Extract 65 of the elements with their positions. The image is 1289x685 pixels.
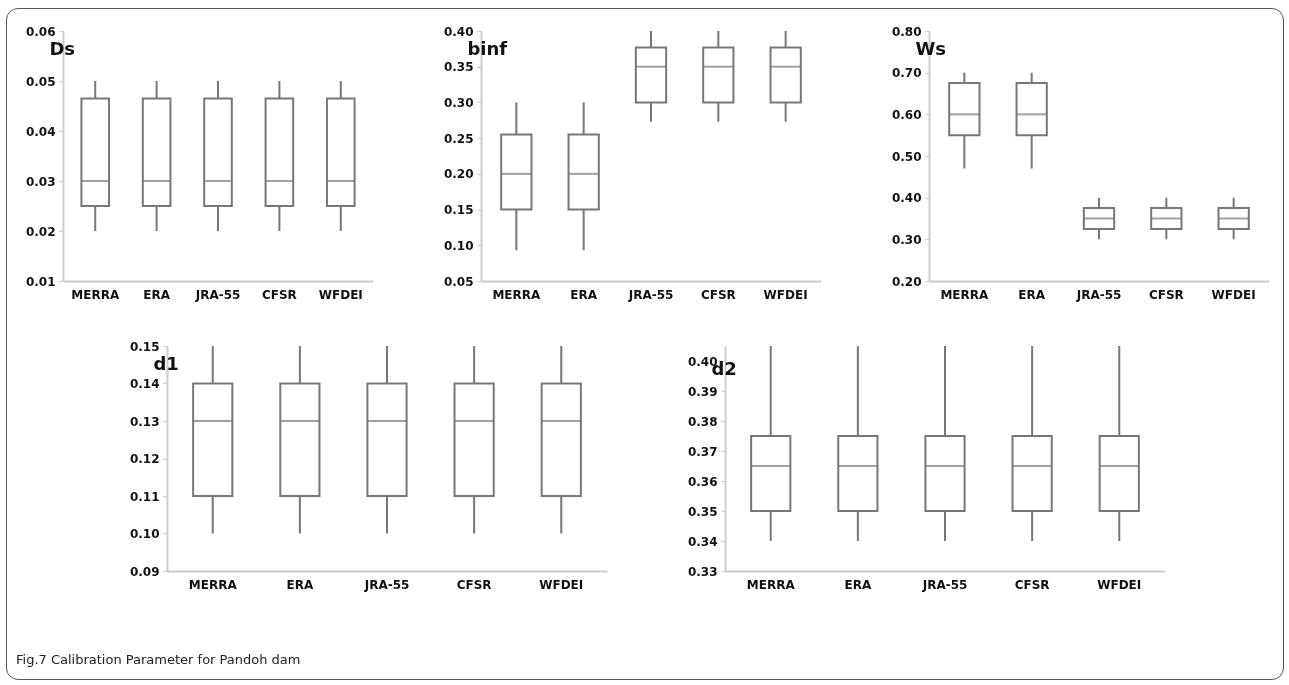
y-tick-label: 0.14 [129, 377, 160, 391]
y-tick-label: 0.40 [443, 24, 474, 39]
y-tick-label: 0.36 [687, 474, 718, 489]
chart-title: binf [467, 38, 508, 59]
y-tick-label: 0.38 [687, 414, 718, 429]
x-tick-label: WFDEI [539, 577, 584, 592]
y-tick-label: 0.35 [687, 504, 718, 519]
y-tick-label: 0.15 [129, 339, 160, 354]
y-tick-label: 0.13 [129, 414, 160, 429]
x-tick-label: JRA-55 [363, 577, 410, 592]
y-tick-label: 0.09 [129, 564, 160, 579]
x-tick-label: ERA [143, 287, 171, 302]
y-tick-label: 0.20 [891, 274, 922, 289]
y-tick-label: 0.02 [25, 224, 56, 239]
x-tick-label: CFSR [456, 577, 492, 592]
y-tick-label: 0.34 [687, 534, 718, 549]
y-tick-label: 0.05 [443, 274, 474, 289]
x-tick-label: MERRA [492, 287, 542, 302]
x-tick-label: JRA-55 [921, 577, 968, 592]
chart-title: d1 [153, 353, 179, 374]
y-tick-label: 0.50 [891, 149, 922, 164]
y-tick-label: 0.40 [891, 191, 922, 206]
x-tick-label: MERRA [940, 287, 990, 302]
y-tick-label: 0.10 [129, 527, 160, 541]
y-tick-label: 0.11 [129, 489, 160, 504]
y-tick-label: 0.60 [891, 107, 922, 122]
chart-title: Ds [49, 38, 76, 59]
y-tick-label: 0.06 [25, 24, 56, 39]
x-tick-label: CFSR [1148, 287, 1184, 302]
x-tick-label: ERA [570, 287, 598, 302]
y-tick-label: 0.04 [25, 124, 56, 139]
y-tick-label: 0.33 [687, 564, 718, 579]
y-tick-label: 0.15 [443, 203, 474, 218]
x-tick-label: CFSR [700, 287, 736, 302]
y-tick-label: 0.39 [687, 384, 718, 399]
y-tick-label: 0.25 [443, 131, 474, 146]
y-tick-label: 0.30 [443, 95, 474, 110]
y-tick-label: 0.05 [25, 74, 56, 89]
x-tick-label: MERRA [71, 287, 120, 302]
y-tick-label: 0.70 [891, 66, 922, 81]
x-tick-label: WFDEI [318, 287, 363, 302]
x-tick-label: JRA-55 [1075, 287, 1122, 302]
y-tick-label: 0.03 [25, 174, 56, 189]
x-tick-label: CFSR [261, 287, 297, 302]
x-tick-label: WFDEI [1211, 287, 1256, 302]
x-tick-label: ERA [844, 577, 872, 592]
x-tick-label: WFDEI [1097, 577, 1142, 592]
x-tick-label: JRA-55 [194, 287, 241, 302]
y-tick-label: 0.80 [891, 24, 922, 39]
x-tick-label: WFDEI [763, 287, 808, 302]
x-tick-label: ERA [1018, 287, 1046, 302]
y-tick-label: 0.35 [443, 60, 474, 75]
y-tick-label: 0.37 [687, 444, 718, 459]
x-tick-label: JRA-55 [627, 287, 674, 302]
y-tick-label: 0.01 [25, 274, 56, 289]
x-tick-label: MERRA [188, 577, 238, 592]
x-tick-label: MERRA [746, 577, 796, 592]
chart-title: Ws [915, 38, 946, 59]
x-tick-label: ERA [286, 577, 314, 592]
x-tick-label: CFSR [1014, 577, 1050, 592]
y-tick-label: 0.30 [891, 232, 922, 247]
y-tick-label: 0.10 [443, 238, 474, 253]
caption: Fig.7 Calibration Parameter for Pandoh dam [16, 652, 301, 667]
y-tick-label: 0.20 [443, 167, 474, 182]
y-tick-label: 0.12 [129, 452, 160, 466]
